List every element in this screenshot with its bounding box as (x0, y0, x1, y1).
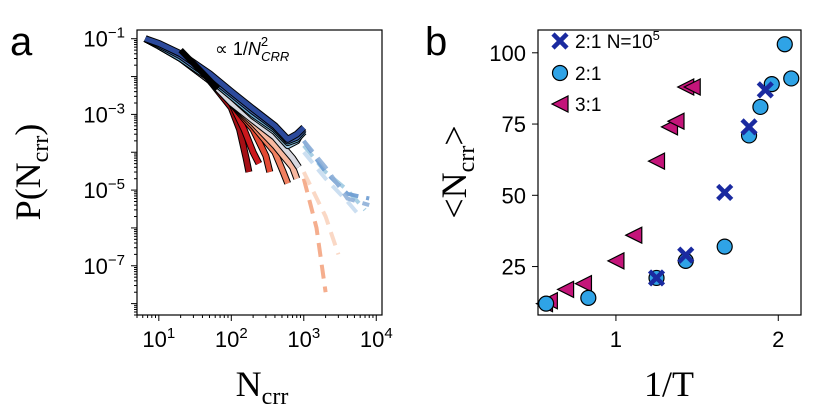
slope-annotation-label: ∝ 1/N2 CRR (215, 34, 289, 64)
data-point (677, 246, 695, 264)
panel-a-ticks: 101 102 103 104 10−1 10−3 10−5 10−7 (83, 25, 392, 352)
series-line (144, 36, 306, 142)
y-tick-label: 75 (502, 112, 526, 137)
data-point (776, 36, 793, 53)
data-point (606, 251, 625, 270)
x-marker-stroke (756, 81, 774, 99)
legend-entry-triangle: 3:1 (550, 95, 601, 116)
data-point (783, 70, 800, 87)
panel-a-frame (136, 29, 383, 316)
legend-label-2-1: 2:1 (575, 64, 601, 85)
data-point (624, 226, 643, 245)
y-tick-label: 10−7 (83, 252, 125, 279)
data-point (538, 295, 555, 312)
panel-a-x-axis-label: Ncrr (236, 364, 289, 410)
legend-entry-x: 2:1 N=105 (551, 28, 660, 53)
data-point (647, 152, 666, 171)
x-tick-label: 102 (215, 325, 248, 352)
legend-marker (551, 64, 569, 82)
legend-marker (550, 95, 569, 113)
y-tick-label: 25 (502, 255, 526, 280)
x-marker-stroke (677, 246, 695, 264)
panel-b-y-axis-label: <Ncrr> (434, 125, 480, 218)
x-tick-label: 2 (772, 327, 784, 352)
slope-reference-line (178, 48, 220, 91)
data-point (752, 98, 769, 116)
panel-b: b 1 2 25 50 75 100 2:1 N=105 2:1 3:1 1/T <Ncr… (425, 20, 802, 404)
y-tick-label: 10−1 (83, 25, 125, 52)
x-tick-label: 101 (142, 325, 175, 352)
x-marker-stroke (740, 118, 758, 136)
y-tick-label: 10−3 (83, 100, 125, 127)
legend-entry-circle: 2:1 (551, 64, 601, 85)
x-marker-stroke (551, 32, 569, 50)
panel-a-letter: a (10, 20, 33, 64)
panel-a-annotation: ∝ 1/N2 CRR (178, 34, 289, 91)
legend-label-3-1: 3:1 (575, 95, 601, 116)
legend-marker (551, 32, 569, 50)
legend-label-2-1-n: 2:1 N=105 (575, 28, 660, 53)
panel-b-ticks: 1 2 25 50 75 100 (489, 41, 784, 352)
data-point (682, 78, 701, 96)
x-tick-label: 1 (610, 327, 622, 352)
panel-a-plot-area (143, 35, 370, 293)
panel-a: a 101 102 103 104 10−1 10−3 10−5 10−7 ∝ 1/N2 CRR… (8, 20, 393, 410)
data-point (716, 238, 733, 255)
panel-b-x-axis-label: 1/T (644, 364, 694, 404)
y-tick-label: 100 (489, 41, 526, 66)
dashed-series-line (302, 139, 370, 208)
data-point (716, 183, 734, 202)
data-point (740, 118, 758, 136)
panel-b-plot-area (535, 36, 800, 313)
y-tick-label: 10−5 (83, 176, 125, 203)
data-point (580, 289, 597, 306)
dashed-series-line (302, 150, 362, 218)
panel-b-frame (537, 29, 802, 316)
panel-b-letter: b (425, 20, 447, 64)
panel-a-y-axis-label: P(Ncrr) (8, 124, 54, 221)
data-point (647, 269, 666, 287)
data-point (666, 112, 685, 131)
data-point (756, 81, 774, 99)
dashed-series-line (301, 178, 328, 293)
x-tick-label: 103 (287, 325, 320, 352)
data-point (556, 280, 575, 299)
x-marker-stroke (716, 183, 734, 202)
x-tick-label: 104 (360, 325, 393, 352)
data-point (574, 274, 593, 293)
dashed-series-line (302, 171, 341, 256)
y-tick-label: 50 (502, 183, 526, 208)
x-marker-stroke (647, 269, 666, 287)
panel-b-legend: 2:1 N=105 2:1 3:1 (550, 28, 660, 116)
